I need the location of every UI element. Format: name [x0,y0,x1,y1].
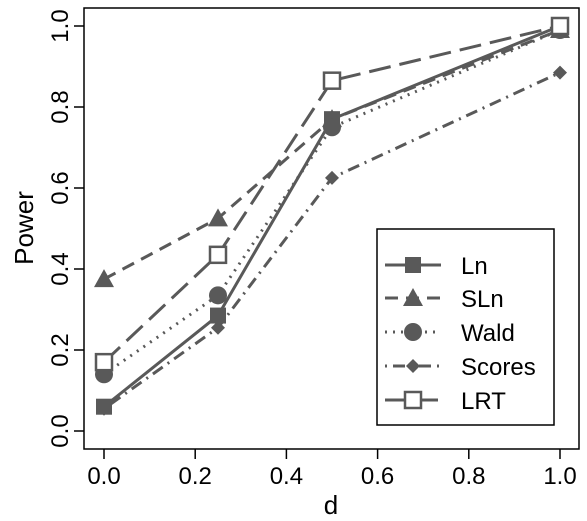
series-line-scores [103,71,561,410]
x-tick-label: 1.0 [543,463,576,490]
legend-marker-ln [405,257,421,273]
data-point-sln [208,208,228,227]
data-point-scores [325,170,339,185]
data-point-lrt [322,71,342,90]
data-point-wald [209,286,227,305]
legend-marker-lrt [403,390,423,410]
y-tick-label: 0.0 [47,414,74,447]
x-tick-label: 0.4 [270,463,303,490]
y-tick-label: 0.6 [47,171,74,204]
data-point-lrt [550,16,570,36]
series-line-ln [103,24,561,408]
x-tick-label: 0.0 [87,463,120,490]
y-tick-label: 1.0 [47,9,74,42]
x-axis-label: d [324,490,338,520]
data-point-lrt [94,352,114,372]
x-tick-label: 0.2 [179,463,212,490]
data-point-sln [94,269,114,288]
y-tick-label: 0.8 [47,90,74,123]
legend: Ln SLn Wald Scores LRT [376,228,555,426]
legend-label-scores: Scores [461,354,536,381]
series-markers [94,16,570,416]
y-axis-label: Power [9,191,39,265]
legend-marker-scores [406,359,420,373]
data-point-scores [553,65,567,80]
data-point-wald [323,118,341,137]
x-tick-label: 0.6 [361,463,394,490]
legend-marker-wald [404,323,422,341]
series-lines [102,24,561,410]
legend-label-wald: Wald [461,320,515,347]
series-line-sln [103,28,561,281]
y-tick-label: 0.4 [47,252,74,285]
x-axis: 0.0 0.2 0.4 0.6 0.8 1.0 [87,449,577,490]
legend-label-ln: Ln [461,253,488,280]
legend-label-lrt: LRT [461,388,506,415]
legend-marker-sln [403,288,423,306]
series-line-lrt [102,24,561,364]
data-point-ln [210,307,226,324]
series-line-wald [103,28,561,376]
data-point-scores [97,401,111,416]
data-point-scores [211,320,225,335]
plot-frame [83,7,580,450]
data-point-lrt [208,245,228,265]
y-axis: 0.0 0.2 0.4 0.6 0.8 1.0 [47,9,84,448]
legend-label-sln: SLn [461,286,504,313]
y-tick-label: 0.2 [47,333,74,366]
x-tick-label: 0.8 [452,463,485,490]
